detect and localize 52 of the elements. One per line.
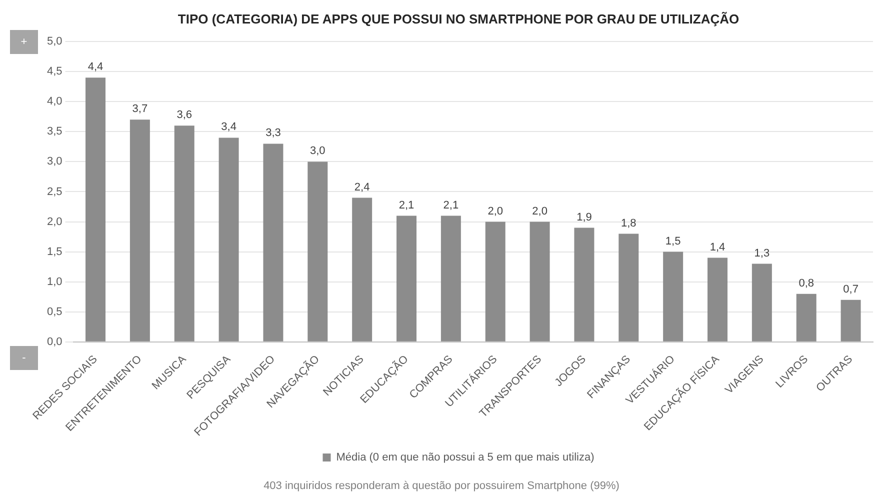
- data-label: 2,4: [354, 181, 370, 194]
- data-label: 1,4: [710, 241, 726, 254]
- bar: [86, 78, 106, 342]
- data-label: 4,4: [88, 61, 104, 74]
- bar: [440, 216, 461, 342]
- y-tick-label: 1,5: [46, 246, 62, 258]
- chart-title: TIPO (CATEGORIA) DE APPS QUE POSSUI NO SMARTPHONE POR GRAU DE UTILIZAÇÃO: [178, 11, 740, 26]
- data-label: 2,1: [443, 199, 459, 212]
- data-label: 2,0: [488, 205, 504, 218]
- bar: [263, 144, 284, 342]
- bar: [352, 198, 372, 342]
- y-tick-label: 4,0: [46, 96, 62, 108]
- data-label: 0,7: [843, 283, 858, 296]
- y-tick-label: 5,0: [46, 36, 62, 48]
- bar: [840, 300, 861, 342]
- plus-button: +: [10, 30, 38, 54]
- bar: [796, 294, 816, 342]
- bar: [218, 138, 239, 342]
- bar: [174, 126, 194, 342]
- y-tick-label: 0,0: [46, 336, 62, 348]
- data-label: 1,8: [620, 217, 636, 230]
- data-label: 2,0: [532, 205, 548, 218]
- bar: [485, 222, 506, 342]
- data-label: 3,6: [176, 109, 192, 122]
- bar: [396, 216, 416, 342]
- data-label: 3,7: [132, 103, 148, 116]
- bar: [574, 228, 594, 342]
- y-tick-label: 1,0: [46, 276, 62, 288]
- y-tick-label: 0,5: [46, 306, 62, 318]
- y-tick-label: 4,5: [46, 66, 62, 78]
- minus-button: -: [10, 346, 38, 370]
- data-label: 1,3: [754, 247, 770, 260]
- bar: [708, 258, 728, 342]
- data-label: 3,4: [221, 121, 236, 134]
- legend-label: Média (0 em que não possui a 5 em que mais utiliza): [336, 452, 594, 464]
- y-tick-label: 3,0: [46, 156, 62, 168]
- text: 403 inquiridos responderam à questão por possuirem Smartphone (99%): [262, 480, 620, 492]
- data-label: 0,8: [798, 277, 814, 290]
- bar: [618, 234, 639, 342]
- bar: [530, 222, 550, 342]
- data-label: 1,9: [576, 211, 592, 224]
- y-tick-label: 2,5: [46, 186, 62, 198]
- y-tick-label: 3,5: [46, 126, 62, 138]
- data-label: 3,0: [310, 145, 326, 158]
- y-tick-label: 2,0: [46, 216, 62, 228]
- data-label: 3,3: [266, 127, 281, 140]
- bar: [308, 162, 328, 342]
- bar: [663, 252, 684, 342]
- data-label: 2,1: [398, 199, 414, 212]
- bar: [130, 120, 150, 342]
- bar: [752, 264, 772, 342]
- data-label: 1,5: [665, 235, 681, 248]
